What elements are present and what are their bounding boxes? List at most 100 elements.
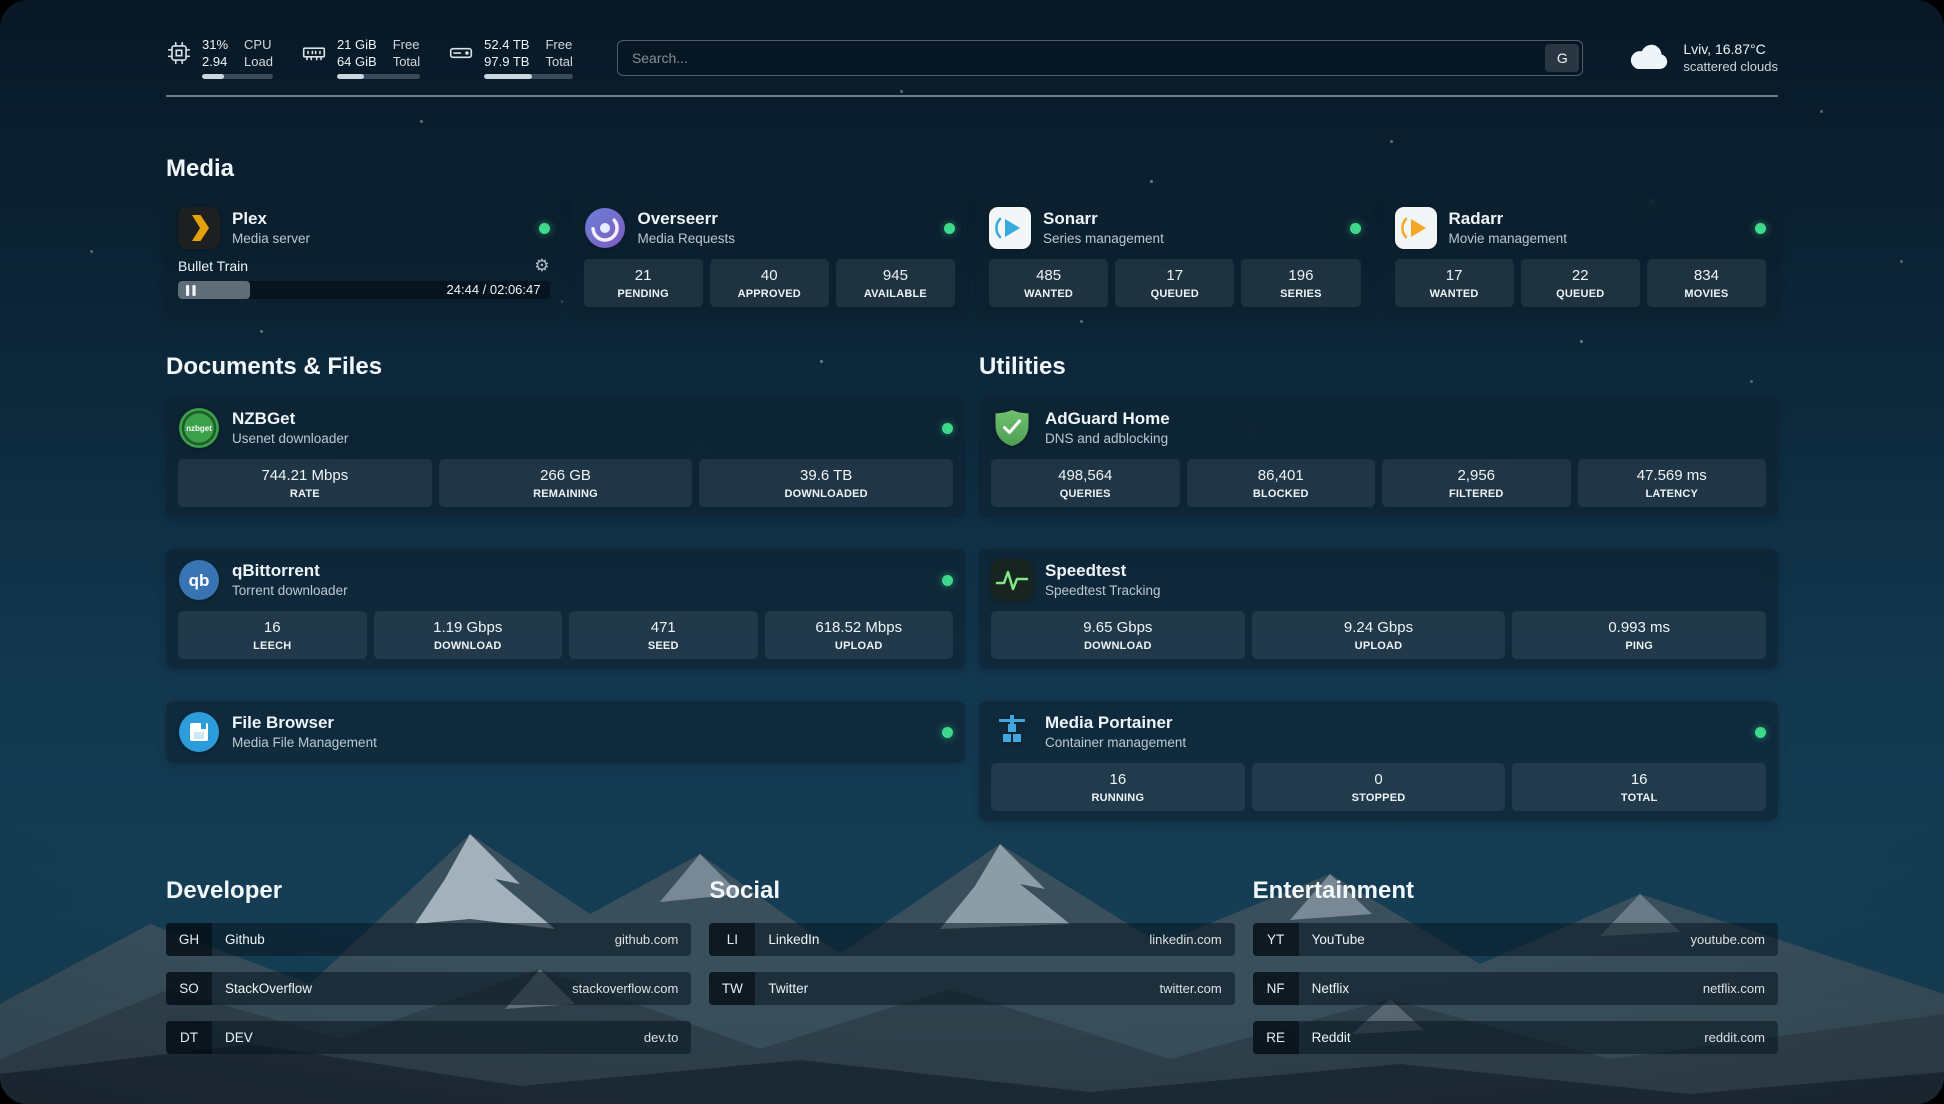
pause-icon[interactable] xyxy=(186,285,196,296)
ram-meter xyxy=(336,74,421,79)
stat-box: 2,956 FILTERED xyxy=(1382,459,1571,507)
bookmark-url: netflix.com xyxy=(1702,981,1765,996)
media-section-title: Media xyxy=(166,155,235,182)
bookmark-row-linkedin[interactable]: LI LinkedIn linkedin.com xyxy=(709,923,1235,956)
qbittorrent-card[interactable]: qb qBittorrent Torrent downloader 16 LEE… xyxy=(166,549,965,669)
cpu-metric: 31% 2.94 CPU Load xyxy=(166,36,273,79)
stat-label: UPLOAD xyxy=(834,640,883,652)
bookmark-name: Reddit xyxy=(1311,1030,1351,1045)
filebrowser-card[interactable]: File Browser Media File Management xyxy=(166,701,965,763)
service-name: Media Portainer xyxy=(1045,713,1173,732)
qbittorrent-icon-text: qb xyxy=(189,571,210,590)
stat-value: 196 xyxy=(1288,267,1314,284)
stat-value: 618.52 Mbps xyxy=(815,619,903,636)
overseerr-title-block: Overseerr Media Requests xyxy=(638,209,736,247)
cpu-metric-body: 31% 2.94 CPU Load xyxy=(202,36,273,79)
bookmark-abbr: GH xyxy=(166,923,212,956)
stat-label: WANTED xyxy=(1024,288,1074,300)
stat-value: 17 xyxy=(1166,267,1184,284)
portainer-icon xyxy=(999,715,1025,742)
ram-total-value: 64 GiB xyxy=(336,54,377,69)
bookmark-url: youtube.com xyxy=(1690,932,1765,947)
cloud-icon xyxy=(1631,44,1668,69)
speedtest-card[interactable]: Speedtest Speedtest Tracking 9.65 Gbps D… xyxy=(979,549,1778,669)
stat-label: MOVIES xyxy=(1684,288,1729,300)
cpu-label-bottom: Load xyxy=(244,54,273,69)
stat-box: 196 SERIES xyxy=(1241,259,1361,307)
bookmark-row-twitter[interactable]: TW Twitter twitter.com xyxy=(709,972,1235,1005)
stat-label: APPROVED xyxy=(737,288,801,300)
social-section-title: Social xyxy=(709,877,781,904)
overseerr-stats: 21 PENDING 40 APPROVED 945 AVAILABLE xyxy=(583,259,956,307)
media-card-grid: Plex Media server Bullet Train ⚙ 24:44 /… xyxy=(166,197,1778,317)
stat-box: 16 RUNNING xyxy=(991,763,1245,811)
ram-metric-body: 21 GiB 64 GiB Free Total xyxy=(336,36,421,79)
portainer-title-block: Media Portainer Container management xyxy=(1045,713,1186,751)
sonarr-card-header: Sonarr Series management xyxy=(989,207,1361,249)
disk-label-top: Free xyxy=(545,37,573,52)
bookmark-row-github[interactable]: GH Github github.com xyxy=(166,923,692,956)
portainer-card-header: Media Portainer Container management xyxy=(991,711,1766,753)
sonarr-card[interactable]: Sonarr Series management 485 WANTED 17 Q… xyxy=(977,197,1373,317)
stat-label: RUNNING xyxy=(1091,792,1145,804)
gear-icon[interactable]: ⚙ xyxy=(534,256,550,275)
filebrowser-icon xyxy=(179,712,219,752)
documents-column: Documents & Files nzbget NZBGet Usenet d… xyxy=(166,353,965,763)
status-dot xyxy=(942,574,953,586)
qbittorrent-title-block: qBittorrent Torrent downloader xyxy=(232,561,348,599)
filebrowser-title-block: File Browser Media File Management xyxy=(232,713,377,751)
speedtest-icon xyxy=(991,559,1033,601)
stat-box: 40 APPROVED xyxy=(709,259,829,307)
plex-title-block: Plex Media server xyxy=(232,209,310,247)
weather-widget: Lviv, 16.87°C scattered clouds xyxy=(1627,41,1778,74)
bookmark-row-youtube[interactable]: YT YouTube youtube.com xyxy=(1252,923,1778,956)
nzbget-card[interactable]: nzbget NZBGet Usenet downloader 744.21 M… xyxy=(166,397,965,517)
disk-metric-body: 52.4 TB 97.9 TB Free Total xyxy=(484,36,573,79)
stat-label: QUEUED xyxy=(1150,288,1199,300)
disk-free-value: 52.4 TB xyxy=(484,37,530,52)
stat-label: DOWNLOAD xyxy=(1084,640,1152,652)
plex-icon xyxy=(178,207,220,249)
bookmark-name: StackOverflow xyxy=(225,981,313,996)
stat-value: 40 xyxy=(760,267,778,284)
stat-value: 16 xyxy=(263,619,281,636)
developer-bookmarks: Developer GH Github github.com SO StackO… xyxy=(166,877,692,1070)
nzbget-card-header: nzbget NZBGet Usenet downloader xyxy=(178,407,953,449)
qbittorrent-icon: qb xyxy=(179,560,219,600)
service-name: Overseerr xyxy=(637,209,718,228)
radarr-card[interactable]: Radarr Movie management 17 WANTED 22 QUE… xyxy=(1382,197,1778,317)
ram-label-top: Free xyxy=(392,37,420,52)
stat-label: RATE xyxy=(289,488,320,500)
adguard-card-header: AdGuard Home DNS and adblocking xyxy=(991,407,1766,449)
bookmark-abbr: RE xyxy=(1252,1021,1299,1054)
search-engine-button[interactable]: G xyxy=(1545,43,1580,72)
stat-label: REMAINING xyxy=(533,488,598,500)
search-input[interactable] xyxy=(616,39,1584,76)
plex-card[interactable]: Plex Media server Bullet Train ⚙ 24:44 /… xyxy=(166,197,562,317)
status-dot xyxy=(1755,726,1766,738)
service-subtitle: Movie management xyxy=(1448,231,1568,246)
bookmark-row-reddit[interactable]: RE Reddit reddit.com xyxy=(1252,1021,1778,1054)
stat-value: 945 xyxy=(882,267,908,284)
nzbget-stats: 744.21 Mbps RATE 266 GB REMAINING 39.6 T… xyxy=(178,459,954,507)
ram-label-bottom: Total xyxy=(392,54,421,69)
stat-label: FILTERED xyxy=(1448,488,1504,500)
bookmark-row-netflix[interactable]: NF Netflix netflix.com xyxy=(1252,972,1778,1005)
stat-box: 39.6 TB DOWNLOADED xyxy=(699,459,954,507)
bookmark-abbr: YT xyxy=(1252,923,1299,956)
sonarr-icon xyxy=(989,207,1031,249)
adguard-card[interactable]: AdGuard Home DNS and adblocking 498,564 … xyxy=(979,397,1778,517)
playback-progress-bar[interactable]: 24:44 / 02:06:47 xyxy=(178,281,550,299)
bookmark-abbr: SO xyxy=(166,972,212,1005)
bookmark-row-dev[interactable]: DT DEV dev.to xyxy=(166,1021,692,1054)
bookmark-row-stackoverflow[interactable]: SO StackOverflow stackoverflow.com xyxy=(166,972,692,1005)
cpu-meter-fill xyxy=(202,74,224,79)
disk-meter-fill xyxy=(484,74,533,79)
overseerr-card[interactable]: Overseerr Media Requests 21 PENDING 40 A… xyxy=(571,197,967,317)
bookmark-name: Netflix xyxy=(1311,981,1350,996)
service-name: Speedtest xyxy=(1045,561,1127,580)
portainer-card[interactable]: Media Portainer Container management 16 … xyxy=(979,701,1778,821)
bookmark-name: Twitter xyxy=(768,981,809,996)
speedtest-stats: 9.65 Gbps DOWNLOAD 9.24 Gbps UPLOAD 0.99… xyxy=(991,611,1767,659)
stat-box: 16 TOTAL xyxy=(1512,763,1767,811)
